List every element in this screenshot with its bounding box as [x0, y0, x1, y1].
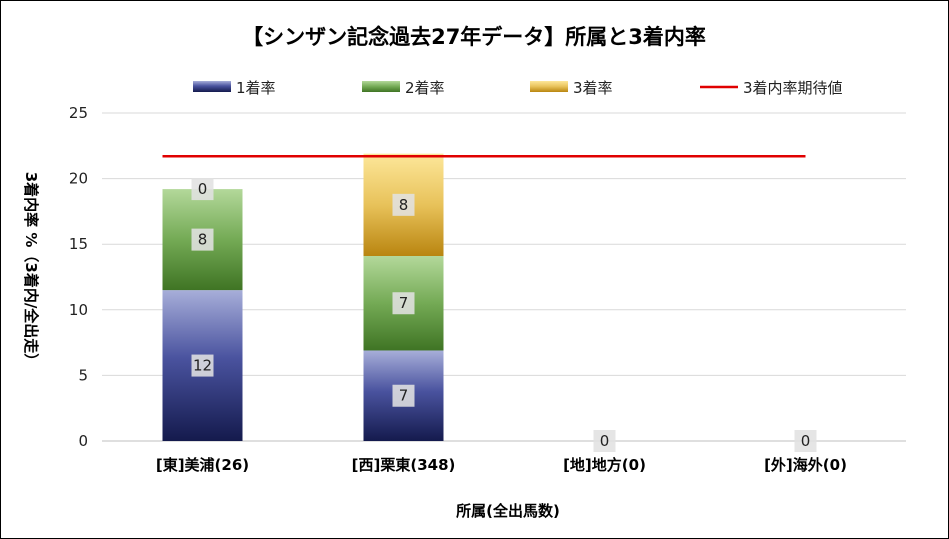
- data-label-box: [191, 228, 214, 251]
- y-tick-label: 5: [78, 366, 88, 384]
- data-label: 0: [801, 432, 811, 450]
- data-label-box: [392, 292, 415, 315]
- data-label: 7: [399, 294, 409, 312]
- y-tick-label: 25: [69, 104, 88, 122]
- legend-label: 3着率: [573, 79, 613, 97]
- legend-swatch: [530, 81, 568, 92]
- legend-label: 1着率: [236, 79, 276, 97]
- data-label: 7: [399, 387, 409, 405]
- legend-swatch: [193, 81, 231, 92]
- legend-swatch: [362, 81, 400, 92]
- data-label-box: [593, 430, 616, 452]
- data-label: 0: [600, 432, 610, 450]
- legend-label: 2着率: [405, 79, 445, 97]
- y-axis-ticks: 0 5 10 15 20 25: [69, 104, 88, 450]
- x-category-label: [東]美浦(26): [156, 456, 249, 474]
- x-category-label: [西]栗東(348): [352, 456, 456, 474]
- y-tick-label: 20: [69, 170, 88, 188]
- data-label-box: [794, 430, 817, 452]
- x-category-label: [地]地方(0): [563, 456, 646, 474]
- y-tick-label: 0: [78, 432, 88, 450]
- data-label: 12: [193, 357, 212, 375]
- y-axis-title: 3着内率 %（3着内/全出走）: [22, 172, 40, 369]
- data-labels: 12 8 0 7 7 8 0 0: [191, 178, 817, 452]
- x-category-label: [外]海外(0): [764, 456, 847, 474]
- legend-label: 3着内率期待値: [743, 79, 843, 97]
- legend: 1着率 2着率 3着率 3着内率期待値: [193, 79, 843, 97]
- y-tick-label: 15: [69, 235, 88, 253]
- data-label-box: [191, 178, 214, 201]
- y-tick-label: 10: [69, 301, 88, 319]
- data-label: 8: [198, 231, 208, 249]
- x-axis-title: 所属(全出馬数): [456, 502, 560, 520]
- x-axis-categories: [東]美浦(26) [西]栗東(348) [地]地方(0) [外]海外(0): [156, 456, 847, 474]
- data-label: 0: [198, 180, 208, 198]
- chart-title: 【シンザン記念過去27年データ】所属と3着内率: [242, 25, 706, 49]
- data-label-box: [392, 384, 415, 407]
- data-label: 8: [399, 196, 409, 214]
- data-label-box: [191, 354, 214, 377]
- data-label-box: [392, 193, 415, 216]
